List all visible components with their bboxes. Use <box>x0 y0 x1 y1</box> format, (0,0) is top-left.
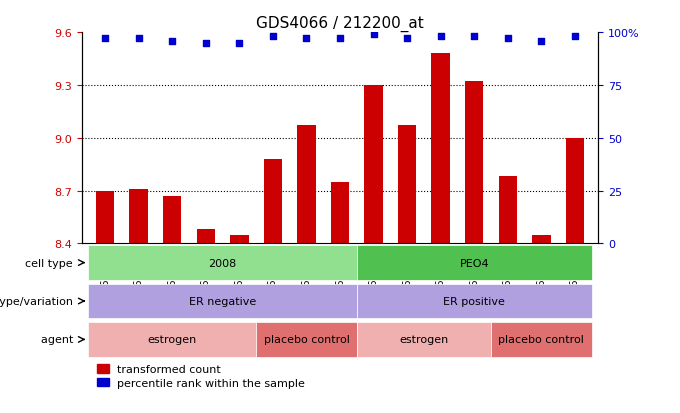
Text: cell type: cell type <box>25 258 80 268</box>
Bar <box>532 235 551 244</box>
FancyBboxPatch shape <box>357 246 592 280</box>
Text: estrogen: estrogen <box>399 335 449 344</box>
Text: agent: agent <box>41 335 80 344</box>
Bar <box>465 82 483 244</box>
Bar <box>297 126 316 244</box>
Text: placebo control: placebo control <box>498 335 584 344</box>
Text: estrogen: estrogen <box>148 335 197 344</box>
Bar <box>230 235 249 244</box>
Point <box>402 36 413 43</box>
Bar <box>129 189 148 244</box>
Bar <box>498 177 517 244</box>
Bar <box>566 138 584 244</box>
FancyBboxPatch shape <box>357 284 592 318</box>
Text: placebo control: placebo control <box>264 335 350 344</box>
Point <box>201 40 211 47</box>
Bar <box>398 126 416 244</box>
Bar <box>264 159 282 244</box>
Point <box>133 36 144 43</box>
Point <box>569 34 580 40</box>
Text: genotype/variation: genotype/variation <box>0 296 80 306</box>
Point <box>368 32 379 38</box>
Point <box>100 36 111 43</box>
Point <box>435 34 446 40</box>
Text: ER positive: ER positive <box>443 296 505 306</box>
Point <box>167 38 177 45</box>
FancyBboxPatch shape <box>357 323 491 357</box>
Point <box>267 34 278 40</box>
Legend: transformed count, percentile rank within the sample: transformed count, percentile rank withi… <box>97 364 305 388</box>
FancyBboxPatch shape <box>491 323 592 357</box>
Bar <box>330 182 350 244</box>
Text: PEO4: PEO4 <box>460 258 489 268</box>
Point <box>301 36 312 43</box>
Point <box>536 38 547 45</box>
FancyBboxPatch shape <box>88 284 357 318</box>
Bar <box>431 54 450 244</box>
Point <box>469 34 479 40</box>
Bar <box>96 191 114 244</box>
Text: 2008: 2008 <box>209 258 237 268</box>
Point <box>335 36 345 43</box>
FancyBboxPatch shape <box>88 246 357 280</box>
Title: GDS4066 / 212200_at: GDS4066 / 212200_at <box>256 16 424 32</box>
Point <box>503 36 513 43</box>
Bar <box>197 230 215 244</box>
Text: ER negative: ER negative <box>189 296 256 306</box>
Point <box>234 40 245 47</box>
Bar <box>163 196 182 244</box>
Bar <box>364 86 383 244</box>
FancyBboxPatch shape <box>256 323 357 357</box>
FancyBboxPatch shape <box>88 323 256 357</box>
